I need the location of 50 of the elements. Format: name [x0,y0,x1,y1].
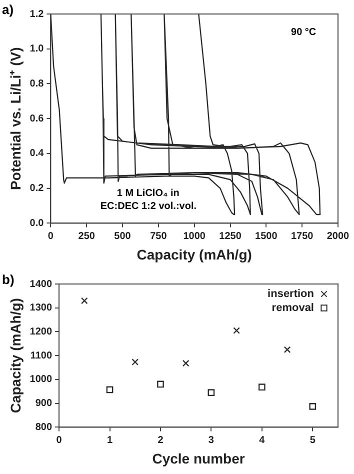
y-tick-label: 900 [35,398,52,410]
y-tick-label: 1400 [30,278,52,290]
y-tick-label: 1100 [30,350,52,362]
point [106,386,114,394]
x-tick-label: 3 [208,434,214,446]
annotation: EC:DEC 1:2 vol.:vol. [100,200,197,212]
text: a) [2,2,14,17]
x-axis-title: Capacity (mAh/g) [136,246,252,262]
x-tick-label: 4 [259,434,266,446]
y-tick-label: 0.2 [30,183,44,194]
x-tick-label: 1 [106,434,113,446]
x-tick-label: 1000 [183,230,206,242]
text: b) [2,272,14,287]
x-tick-label: 5 [310,434,316,446]
y-tick-label: 800 [35,422,52,433]
x-tick-label: 0 [48,230,54,242]
point [208,389,215,396]
point [157,380,164,388]
x-tick-label: 500 [114,230,132,242]
point [132,358,139,366]
point [233,327,240,334]
y-tick-label: 0.0 [30,218,44,229]
point [284,346,291,354]
y-tick-label: 0.8 [30,78,44,90]
x-axis-title: Cycle number [152,450,246,466]
x-tick-label: 2000 [326,230,350,242]
x-tick-label: 2 [158,434,164,446]
y-tick-label: 1000 [30,374,52,386]
point [258,384,266,391]
x-tick-label: 1750 [290,230,314,242]
point [80,297,88,304]
annotation: 1 M LiClO₄ in [116,188,180,200]
y-tick-label: 1.0 [30,44,44,55]
y-tick-label: 1200 [30,326,52,338]
legend-label: removal [272,302,314,314]
y-tick-label: 0.4 [30,148,44,160]
y-tick-label: 1.2 [30,8,44,20]
x-tick-label: 1250 [219,230,242,242]
x-tick-label: 250 [78,230,96,242]
y-axis-title: Capacity (mAh/g) [7,298,24,414]
y-tick-label: 0.6 [30,113,44,124]
legend-label: insertion [268,288,314,300]
y-axis-title: Potential vs. Li/Li⁺ (V) [7,47,24,190]
point [182,360,190,367]
point [309,403,316,410]
x-tick-label: 1500 [255,230,278,242]
x-tick-label: 750 [150,230,168,242]
y-tick-label: 1300 [30,302,52,314]
x-tick-label: 0 [56,434,62,446]
annotation: 90 °C [291,27,316,38]
